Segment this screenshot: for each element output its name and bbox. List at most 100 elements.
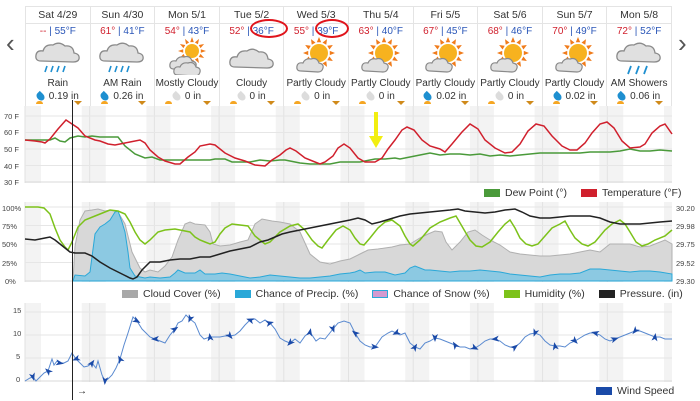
condition-label: Partly Cloudy xyxy=(286,78,346,89)
day-column[interactable]: Sun 5/7 70° | 49°F Partly Cloudy 0.02 in xyxy=(542,7,608,106)
pressure-line xyxy=(24,208,673,280)
day-name: Mon 5/1 xyxy=(155,7,219,24)
wind-direction-arrow-icon xyxy=(328,324,335,333)
temperature-swatch xyxy=(580,189,597,197)
sunset-icon xyxy=(202,101,211,105)
low-temp: 55°F xyxy=(54,26,76,37)
sun-times xyxy=(414,98,478,106)
day-column[interactable]: Thu 5/4 63° | 40°F Partly Cloudy 0 in xyxy=(348,7,414,106)
rain-icon xyxy=(35,42,80,73)
precip-value: 0 in xyxy=(507,91,525,102)
day-column[interactable]: Sat 4/29 -- | 55°F Rain 0.19 in xyxy=(26,7,91,106)
precip-amount: 0.02 in xyxy=(414,90,478,103)
condition-label: AM Rain xyxy=(103,78,142,89)
annotation-circle-tue-low xyxy=(250,19,288,38)
sunrise-icon xyxy=(165,101,173,104)
legend-chance-of-snow[interactable]: Chance of Snow (%) xyxy=(372,288,490,300)
precip-amount: 0.19 in xyxy=(26,90,90,103)
sun-times xyxy=(478,98,542,106)
precip-value: 0 in xyxy=(249,91,266,102)
sunrise-icon xyxy=(488,101,496,104)
sun-times xyxy=(91,98,155,106)
wind-direction-arrow-icon xyxy=(452,341,460,350)
day-column[interactable]: Wed 5/3 55° | 39°F Partly Cloudy 0 in xyxy=(284,7,349,106)
condition-label: Cloudy xyxy=(236,78,268,89)
chance-of-precip-area xyxy=(72,210,673,282)
day-temps: 61° | 41°F xyxy=(100,26,145,37)
previous-days-button[interactable]: ‹ xyxy=(6,28,15,58)
y-tick-60: 60 F xyxy=(4,128,20,137)
sunset-icon xyxy=(461,101,470,105)
day-column[interactable]: Mon 5/8 72° | 52°F AM Showers 0.06 in xyxy=(607,7,671,106)
day-column[interactable]: Sat 5/6 68° | 46°F Partly Cloudy 0 in xyxy=(478,7,543,106)
wind-direction-arrow-icon xyxy=(470,343,479,350)
y-tick-30-20: 30.20 xyxy=(676,204,695,213)
precip-value: 0.06 in xyxy=(630,91,661,102)
wind-direction-arrow-icon xyxy=(591,331,600,337)
condition-label: Partly Cloudy xyxy=(480,78,540,89)
wind-direction-arrow-icon xyxy=(55,359,64,366)
temperature-legend: Dew Point (°) Temperature (°F) xyxy=(470,187,681,199)
legend-wind-speed[interactable]: Wind Speed xyxy=(596,385,674,397)
day-column[interactable]: Sun 4/30 61° | 41°F AM Rain 0.26 in xyxy=(90,7,156,106)
wind-direction-arrow-icon xyxy=(410,343,418,352)
day-temps: 68° | 46°F xyxy=(487,26,533,37)
high-temp: 72° xyxy=(616,26,632,37)
annotation-arrow-icon xyxy=(369,112,383,148)
precip-swatch xyxy=(234,290,251,298)
legend-chance-of-precip[interactable]: Chance of Precip. (%) xyxy=(234,288,359,300)
sunrise-icon xyxy=(423,101,431,104)
precip-value: 0 in xyxy=(378,91,395,102)
day-name: Thu 5/4 xyxy=(348,7,413,24)
low-temp: 40°F xyxy=(381,26,404,37)
legend-dew-point[interactable]: Dew Point (°) xyxy=(484,187,567,199)
legend-pressure[interactable]: Pressure. (in) xyxy=(598,288,683,300)
sun-times xyxy=(607,98,671,106)
y-tick-29-52: 29.52 xyxy=(676,259,695,268)
sun-times xyxy=(349,98,413,106)
legend-temperature[interactable]: Temperature (°F) xyxy=(580,187,681,199)
wind-direction-arrow-icon xyxy=(351,330,360,338)
y-tick-50: 50 F xyxy=(4,145,20,154)
high-temp: 63° xyxy=(358,26,374,37)
partly-cloudy-icon xyxy=(490,37,529,73)
wind-direction-arrow-icon xyxy=(432,334,438,342)
wind-direction-arrow-icon xyxy=(118,355,125,364)
daily-forecast-strip: Sat 4/29 -- | 55°F Rain 0.19 in Sun 4/30… xyxy=(25,6,672,106)
day-temps: -- | 55°F xyxy=(39,26,76,37)
precip-amount: 0.02 in xyxy=(543,90,607,103)
legend-humidity[interactable]: Humidity (%) xyxy=(503,288,585,300)
sunset-icon xyxy=(654,101,663,105)
temperature-plot xyxy=(24,106,673,183)
cloud-legend: Cloud Cover (%) Chance of Precip. (%) Ch… xyxy=(108,288,683,300)
wind-direction-arrow-icon xyxy=(552,342,559,351)
y-tick-29-98: 29.98 xyxy=(676,222,695,231)
sunset-icon xyxy=(138,101,147,105)
day-column[interactable]: Fri 5/5 67° | 45°F Partly Cloudy 0.02 in xyxy=(413,7,479,106)
day-column[interactable]: Mon 5/1 54° | 43°F Mostly Cloudy 0 in xyxy=(155,7,220,106)
humidity-swatch xyxy=(503,290,520,298)
legend-precip-label: Chance of Precip. (%) xyxy=(255,288,359,300)
wind-direction-arrow-icon xyxy=(72,354,81,361)
day-name: Sat 5/6 xyxy=(478,7,542,24)
day-temps: 67° | 45°F xyxy=(423,26,468,37)
day-name: Fri 5/5 xyxy=(413,7,478,24)
precip-amount: 0 in xyxy=(155,90,219,103)
wind-speed-chart: 15 10 5 0 xyxy=(0,303,700,388)
legend-cloud-cover[interactable]: Cloud Cover (%) xyxy=(122,288,221,300)
y-tick-0: 0% xyxy=(5,277,16,286)
y-tick-40: 40 F xyxy=(4,162,20,171)
sunset-icon xyxy=(267,101,276,105)
sunrise-icon xyxy=(229,101,237,104)
high-temp: 61° xyxy=(100,26,116,37)
partly-cloudy-icon xyxy=(361,37,400,73)
precip-amount: 0 in xyxy=(478,90,542,103)
cloud-humidity-pressure-chart: 100% 75% 50% 25% 0% 30.20 29.98 29.75 29… xyxy=(0,202,700,287)
legend-cloud-cover-label: Cloud Cover (%) xyxy=(143,288,221,300)
precip-amount: 0 in xyxy=(349,90,413,103)
next-days-button[interactable]: › xyxy=(678,28,687,58)
sunset-icon xyxy=(590,101,599,105)
low-temp: 52°F xyxy=(640,26,662,37)
wind-direction-arrow-icon xyxy=(207,333,214,342)
day-name: Sat 4/29 xyxy=(26,7,90,24)
